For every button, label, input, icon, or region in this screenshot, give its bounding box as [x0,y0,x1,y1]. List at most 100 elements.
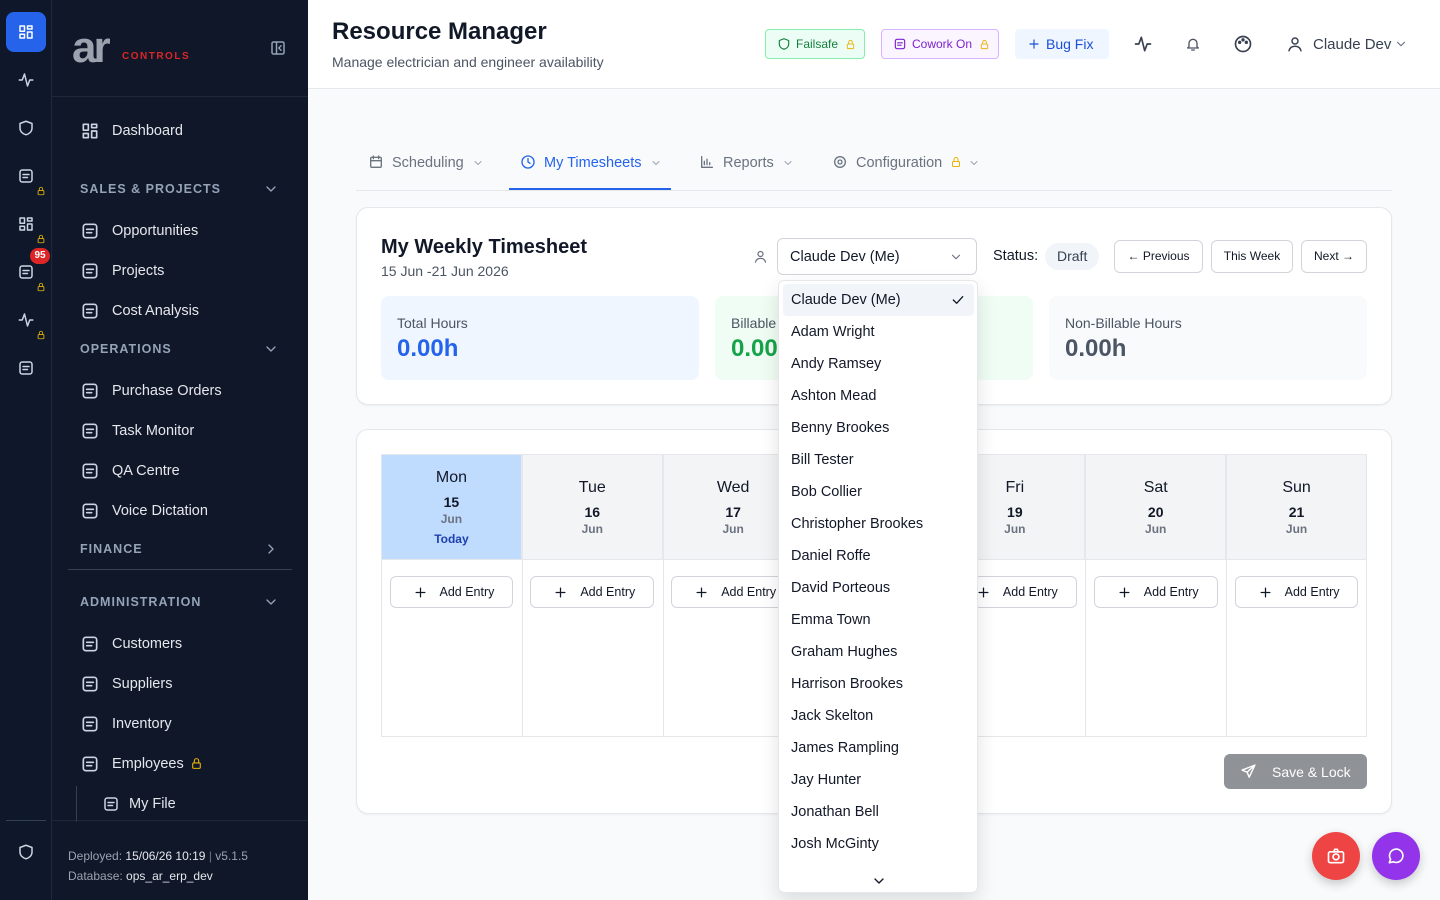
dropdown-option[interactable]: Jay Hunter [783,764,974,796]
nav-item[interactable]: Projects [112,263,165,279]
day-month: Jun [1285,522,1308,536]
lock-icon [952,157,960,167]
nav-item[interactable]: Opportunities [112,223,199,239]
lock-icon [192,758,201,769]
sub-nav-border [76,786,77,822]
dropdown-option[interactable]: Claude Dev (Me) [783,284,974,316]
day-header: Sat 20 Jun [1085,454,1227,560]
option-label: Benny Brookes [791,420,890,436]
option-label: Bill Tester [791,452,854,468]
rail-active[interactable] [6,12,46,52]
nav-item[interactable]: Employees [112,756,184,772]
day-column [1226,560,1367,737]
nav-item[interactable]: Purchase Orders [112,383,222,399]
dropdown-option[interactable]: Harrison Brookes [783,668,974,700]
divider [52,96,308,97]
box-icon [82,503,98,519]
day-date: 17 [725,504,741,520]
employee-select[interactable]: Claude Dev (Me) [777,238,977,275]
gear-icon [834,156,846,168]
nav-item[interactable]: My File [129,796,176,812]
sidebar: ar CONTROLS Dashboard SALES & PROJECTS Oppor… [52,0,308,900]
dropdown-option[interactable]: Adam Wright [783,316,974,348]
footer-text: v5.1.5 [215,849,248,863]
chat-button[interactable] [1372,832,1420,880]
save-lock-button[interactable]: Save & Lock [1224,754,1367,789]
nav-item[interactable]: Customers [112,636,183,652]
nav-item[interactable]: Task Monitor [112,423,195,439]
nav-section[interactable]: FINANCE [80,542,143,556]
dropdown-option[interactable]: James Rampling [783,732,974,764]
dropdown-option[interactable]: Andy Ramsey [783,348,974,380]
dropdown-option[interactable]: Emma Town [783,604,974,636]
tab[interactable]: Scheduling [392,155,464,171]
add-entry-button[interactable]: Add Entry [671,576,796,608]
nav-button[interactable]: ← Previous [1114,240,1203,273]
dropdown-option[interactable]: Daniel Roffe [783,540,974,572]
nav-item[interactable]: QA Centre [112,463,180,479]
plus-icon [1119,587,1130,598]
header-badge[interactable]: Failsafe [765,29,865,59]
screenshot-button[interactable] [1312,832,1360,880]
nav-section[interactable]: SALES & PROJECTS [80,182,222,196]
down-icon [474,161,482,165]
add-entry-label: Add Entry [721,585,777,599]
dropdown-option[interactable]: Benny Brookes [783,412,974,444]
option-label: Emma Town [791,612,871,628]
box-icon [82,223,98,239]
plus-icon [415,587,425,598]
down-icon [266,346,276,352]
option-label: Andy Ramsey [791,356,882,372]
down-icon [784,161,792,165]
day-header: Sun 21 Jun [1226,454,1367,560]
nav-item[interactable]: Cost Analysis [112,303,200,319]
dropdown-option[interactable]: Christopher Brookes [783,508,974,540]
nav-section[interactable]: OPERATIONS [80,342,172,356]
lock-icon [846,39,855,50]
tab[interactable]: Reports [723,155,774,171]
footer-line: Deployed: 15/06/26 10:19 | v5.1.5 [68,849,248,863]
add-entry-button[interactable]: Add Entry [1093,576,1218,608]
dropdown-option[interactable]: Graham Hughes [783,636,974,668]
stat-box: Non-Billable Hours 0.00h [1049,296,1367,380]
status-pill: Draft [1045,243,1100,270]
nav-item[interactable]: Dashboard [112,123,183,139]
dropdown-option[interactable]: Josh McGinty [783,828,974,860]
shield-icon [19,120,33,136]
day-name: Sun [1282,479,1311,496]
dropdown-option[interactable]: Bob Collier [783,476,974,508]
pulse-icon [18,313,34,327]
dropdown-option[interactable]: Ashton Mead [783,380,974,412]
header-badge[interactable]: Cowork On [881,29,999,59]
stat-label: Total Hours [397,315,468,331]
dropdown-option[interactable]: Bill Tester [783,444,974,476]
day-month: Jun [1145,522,1167,536]
stat-value: 0.00h [1065,335,1127,362]
add-entry-button[interactable]: Add Entry [1234,576,1359,608]
header-badge[interactable]: Bug Fix [1015,29,1109,59]
nav-item[interactable]: Inventory [112,716,172,732]
shield-icon [19,844,33,860]
send-icon [1241,764,1256,778]
dropdown-option[interactable]: Jack Skelton [783,700,974,732]
day-month: Jun [722,522,744,536]
nav-item[interactable]: Suppliers [112,676,173,692]
day-name: Tue [578,479,606,496]
check-icon [952,296,964,304]
nav-button[interactable]: Next → [1301,240,1367,273]
add-entry-button[interactable]: Add Entry [530,576,655,608]
option-label: Graham Hughes [791,644,898,660]
tab[interactable]: My Timesheets [544,155,642,171]
nav-item[interactable]: Voice Dictation [112,503,208,519]
camera-icon [1327,848,1345,864]
tabs-border [356,190,1392,191]
tab[interactable]: Configuration [856,155,943,171]
option-label: James Rampling [791,740,899,756]
add-entry-button[interactable]: Add Entry [389,576,514,608]
dropdown-option[interactable]: David Porteous [783,572,974,604]
nav-button[interactable]: This Week [1211,240,1293,273]
nav-section[interactable]: ADMINISTRATION [80,595,202,609]
dropdown-option[interactable]: Jonathan Bell [783,796,974,828]
down-icon [970,161,978,165]
user-name[interactable]: Claude Dev [1313,36,1392,53]
